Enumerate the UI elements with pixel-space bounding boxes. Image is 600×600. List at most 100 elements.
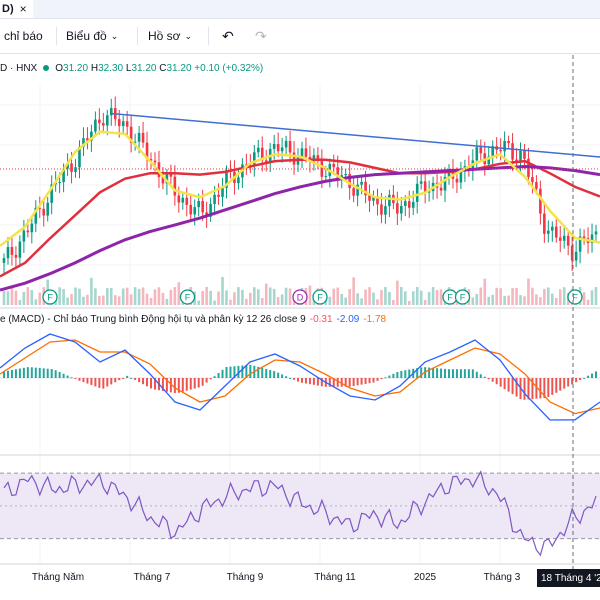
macd-histogram-bar bbox=[503, 378, 506, 390]
moving-average-lines[interactable] bbox=[0, 130, 600, 292]
macd-histogram-bar bbox=[487, 378, 490, 380]
candle-body bbox=[531, 177, 534, 183]
macd-histogram-bar bbox=[440, 368, 443, 378]
macd-pane[interactable] bbox=[0, 333, 600, 421]
macd-histogram-bar bbox=[591, 373, 594, 378]
volume-bar bbox=[149, 298, 153, 305]
dividend-cash-marker-label: D bbox=[297, 293, 304, 303]
candle-body bbox=[348, 173, 351, 189]
dividend-marker-label: F bbox=[572, 293, 578, 303]
candle-body bbox=[419, 181, 423, 184]
redo-icon[interactable]: ↷ bbox=[255, 28, 267, 44]
volume-bar bbox=[121, 288, 125, 305]
volume-bar bbox=[403, 291, 407, 305]
toolbar-divider bbox=[208, 27, 209, 45]
symbol-name[interactable]: D · HNX bbox=[0, 63, 38, 74]
volume-bar bbox=[98, 295, 101, 305]
volume-bar bbox=[94, 288, 97, 305]
candle-body bbox=[443, 176, 447, 191]
macd-histogram-bar bbox=[237, 365, 240, 378]
chart-type-button[interactable]: Biểu đồ ⌄ bbox=[66, 19, 118, 53]
undo-icon[interactable]: ↶ bbox=[222, 28, 234, 44]
rsi-pane[interactable] bbox=[0, 470, 600, 557]
volume-bar bbox=[439, 289, 443, 305]
chevron-down-icon: ⌄ bbox=[184, 31, 193, 41]
candle-body bbox=[145, 142, 149, 160]
volume-bar bbox=[264, 283, 268, 305]
macd-title[interactable]: e (MACD) - Chỉ báo Trung bình Động hội t… bbox=[0, 314, 306, 325]
volume-bar bbox=[86, 294, 89, 305]
chart-tab[interactable]: D) × bbox=[0, 0, 33, 18]
macd-histogram-bar bbox=[74, 378, 77, 380]
macd-histogram-bar bbox=[213, 376, 216, 378]
macd-histogram-value: -0.31 bbox=[309, 314, 333, 325]
candle-body bbox=[415, 183, 419, 202]
open-value: 31.20 bbox=[63, 63, 89, 74]
macd-histogram-bar bbox=[332, 378, 335, 387]
volume-bar bbox=[106, 288, 109, 305]
candle-body bbox=[400, 205, 403, 214]
low-key: L bbox=[125, 63, 132, 74]
volume-bar bbox=[527, 278, 530, 305]
volume-bar bbox=[173, 287, 177, 305]
macd-histogram-bar bbox=[364, 378, 367, 384]
volume-bar bbox=[554, 298, 558, 305]
candle-body bbox=[34, 207, 38, 224]
macd-histogram-bar bbox=[368, 378, 371, 384]
volume-bar bbox=[66, 297, 69, 305]
macd-histogram-bar bbox=[436, 368, 439, 378]
macd-histogram-bar bbox=[447, 369, 450, 378]
volume-bar bbox=[26, 287, 30, 305]
candle-body bbox=[360, 181, 363, 185]
volume-bar bbox=[419, 290, 423, 305]
volume-bar bbox=[431, 287, 435, 305]
volume-bar bbox=[344, 297, 347, 305]
macd-histogram-bar bbox=[197, 378, 200, 388]
indicators-button[interactable]: chỉ báo bbox=[4, 19, 43, 53]
candle-body bbox=[2, 258, 6, 263]
candle-body bbox=[193, 207, 197, 215]
candle-body bbox=[523, 150, 526, 159]
candle-body bbox=[594, 231, 598, 235]
candle-body bbox=[459, 170, 463, 183]
candle-body bbox=[407, 201, 411, 208]
candle-body bbox=[30, 223, 34, 233]
macd-histogram-bar bbox=[257, 366, 260, 378]
macd-histogram-bar bbox=[6, 370, 9, 378]
trendline-group[interactable] bbox=[112, 112, 600, 158]
macd-histogram-bar bbox=[10, 369, 13, 378]
macd-histogram-bar bbox=[511, 378, 514, 395]
dividend-marker-label: F bbox=[185, 293, 191, 303]
candle-body bbox=[439, 187, 443, 191]
profile-button[interactable]: Hồ sơ ⌄ bbox=[148, 19, 192, 53]
volume-bar bbox=[415, 287, 419, 305]
macd-histogram-bar bbox=[161, 378, 164, 391]
candle-body bbox=[364, 181, 367, 196]
macd-histogram-bar bbox=[563, 378, 566, 389]
candle-body bbox=[74, 167, 77, 172]
candle-body bbox=[213, 194, 216, 204]
volume-bar bbox=[582, 292, 586, 305]
candle-body bbox=[58, 182, 61, 184]
volume-bar bbox=[129, 294, 133, 305]
volume-bar bbox=[288, 288, 292, 305]
candle-body bbox=[288, 140, 292, 153]
volume-bar bbox=[169, 289, 173, 305]
macd-histogram-bar bbox=[30, 367, 33, 378]
volume-bar bbox=[479, 287, 483, 305]
volume-bar bbox=[14, 290, 18, 305]
candle-body bbox=[570, 245, 574, 261]
close-icon[interactable]: × bbox=[19, 2, 27, 16]
candle-body bbox=[336, 167, 340, 178]
macd-histogram-bar bbox=[467, 369, 470, 378]
macd-histogram-bar bbox=[285, 376, 288, 378]
macd-histogram-bar bbox=[340, 378, 343, 387]
price-legend: D · HNX O31.20 H32.30 L31.20 C31.20 +0.10… bbox=[0, 62, 263, 76]
candle-body bbox=[384, 206, 387, 215]
volume-bar bbox=[380, 290, 383, 305]
candle-body bbox=[368, 195, 371, 201]
candle-body bbox=[221, 187, 224, 197]
crosshair-time-label-bg bbox=[537, 569, 600, 587]
